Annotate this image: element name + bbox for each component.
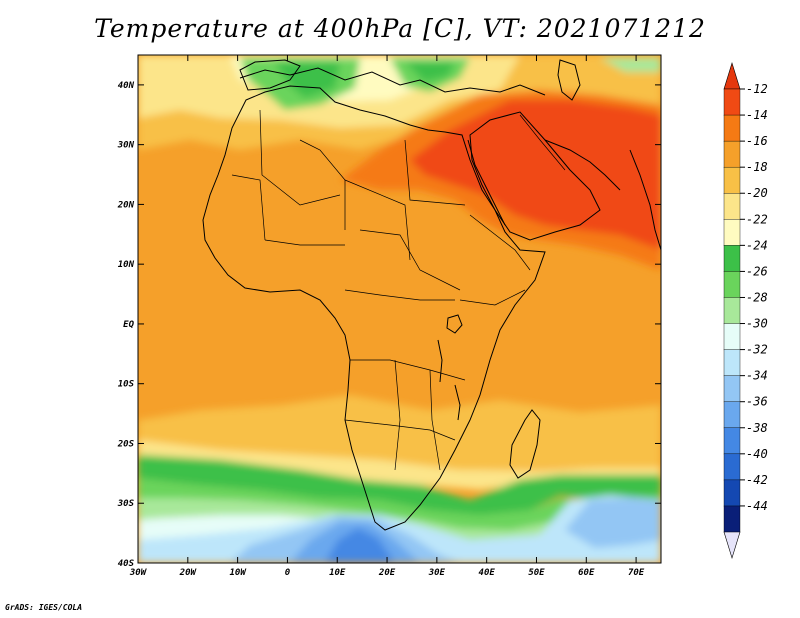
colorbar-swatch — [723, 271, 741, 298]
lake-victoria — [446, 314, 463, 334]
coastlines — [202, 59, 661, 531]
colorbar-swatch — [723, 349, 741, 377]
colorbar-label: -32 — [746, 343, 768, 357]
colorbar-label: -28 — [746, 290, 768, 304]
colorbar-swatch — [723, 166, 741, 194]
colorbar-label: -20 — [746, 186, 768, 200]
lat-tick-label: 20S — [117, 439, 135, 449]
colorbar-swatch — [723, 219, 741, 246]
country-borders — [231, 109, 566, 471]
india-coast — [629, 149, 661, 251]
colorbar-swatch — [723, 505, 741, 533]
credit-text: GrADS: IGES/COLA — [5, 603, 83, 612]
colorbar-swatch — [723, 140, 741, 168]
band-20-mid — [138, 440, 661, 490]
colorbar-label: -42 — [746, 473, 768, 487]
lon-tick-label: 50E — [528, 568, 545, 578]
persian-gulf-coast — [544, 139, 621, 191]
cool-patch-north-5 — [600, 58, 661, 72]
band-28-south — [138, 498, 661, 540]
mediterranean-north-coast — [239, 67, 546, 96]
arabia-coastline — [469, 111, 601, 241]
colorbar-label: -18 — [746, 160, 768, 174]
colorbar-swatch — [723, 375, 741, 403]
lon-tick-label: 10E — [329, 568, 346, 578]
colorbar-label: -30 — [746, 317, 768, 331]
colorbar-label: -34 — [746, 369, 768, 383]
lat-tick-label: 40N — [118, 81, 135, 91]
axis-ticks: 30W 20W 10W 0 10E 20E 30E 40E 50E 60E 70E 40N 30N 20N… — [117, 55, 661, 578]
plot-frame — [137, 54, 662, 564]
colorbar-label: -14 — [746, 108, 768, 122]
colorbar-swatch — [723, 88, 741, 116]
colorbar-arrow-top — [723, 61, 741, 90]
lon-tick-label: 20E — [378, 568, 396, 578]
lat-tick-label: 30N — [117, 141, 135, 151]
colorbar-label: -40 — [746, 447, 768, 461]
madagascar-coastline — [509, 409, 541, 479]
colorbar-swatch — [723, 401, 741, 429]
caspian-sea — [557, 59, 581, 101]
lon-tick-label: 70E — [628, 568, 645, 578]
colorbar-label: -26 — [746, 264, 768, 278]
colorbar: -12 -14 -16 -18 -20 -22 -24 -26 -28 -30 -32 -34 -36 -… — [723, 61, 768, 560]
colorbar-label: -24 — [746, 238, 768, 252]
lon-tick-label: 20W — [179, 568, 198, 578]
lon-tick-label: 60E — [578, 568, 595, 578]
colorbar-swatch — [723, 114, 741, 142]
lon-tick-label: 30W — [129, 568, 148, 578]
lat-tick-label: 40S — [118, 559, 135, 569]
warm-core-12 — [410, 100, 661, 250]
colorbar-label: -36 — [746, 395, 768, 409]
colorbar-swatch — [723, 323, 741, 351]
lon-tick-label: 40E — [479, 568, 496, 578]
colorbar-swatch — [723, 453, 741, 481]
colorbar-label: -16 — [746, 134, 768, 148]
lat-tick-label: EQ — [123, 320, 134, 330]
iberia-coast — [239, 59, 301, 91]
colorbar-arrow-bottom — [723, 531, 741, 560]
lat-tick-label: 20N — [117, 200, 135, 210]
colorbar-swatch — [723, 245, 741, 272]
band-24-south — [138, 455, 661, 515]
map-title: Temperature at 400hPa [C], VT: 202107121… — [94, 14, 706, 43]
lake-tanganyika — [437, 339, 443, 383]
colorbar-swatch — [723, 479, 741, 507]
colorbar-swatch — [723, 427, 741, 455]
lake-malawi — [454, 384, 461, 421]
lon-tick-label: 30E — [428, 568, 446, 578]
colorbar-swatch — [723, 297, 741, 325]
colorbar-label: -44 — [746, 499, 768, 513]
band-38-south — [325, 528, 395, 563]
colorbar-label: -12 — [746, 82, 768, 96]
band-34-east — [565, 498, 661, 548]
lon-tick-label: 0 — [285, 568, 291, 578]
africa-coastline — [202, 85, 546, 531]
band-26-south — [138, 478, 661, 530]
band-18-mid — [138, 395, 661, 470]
lat-tick-label: 10S — [118, 380, 135, 390]
cool-patch-north-4 — [405, 62, 455, 82]
red-sea-coast — [467, 139, 506, 226]
colorbar-label: -38 — [746, 421, 768, 435]
lat-tick-label: 10N — [118, 260, 135, 270]
lon-tick-label: 10W — [229, 568, 247, 578]
lat-tick-label: 30S — [117, 499, 135, 509]
colorbar-label: -22 — [746, 212, 768, 226]
colorbar-swatch — [723, 193, 741, 220]
temperature-field — [138, 55, 661, 563]
